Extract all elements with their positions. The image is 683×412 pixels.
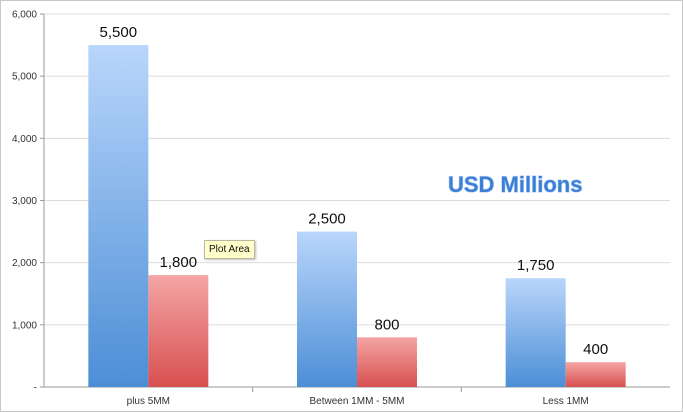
y-tick-label: 2,000 [12,258,37,269]
usd-millions-annotation: USD Millions [448,172,582,197]
data-label: 1,750 [517,257,555,274]
x-category-label: Between 1MM - 5MM [309,396,404,407]
y-tick-label: 4,000 [12,134,37,145]
bar-series-1 [88,45,149,387]
bar-series-1 [505,278,566,387]
y-tick-label: 6,000 [12,10,37,21]
data-label: 800 [374,316,399,333]
x-category-label: plus 5MM [127,396,170,407]
data-label: 2,500 [308,211,346,228]
y-tick-label: 5,000 [12,72,37,83]
x-category-label: Less 1MM [543,396,589,407]
data-label: 1,800 [160,254,198,271]
y-tick-label: 3,000 [12,196,37,207]
bar-series-2 [357,337,417,387]
bar-series-1 [297,231,357,387]
y-tick-label: - [34,383,37,394]
data-label: 5,500 [100,24,138,41]
data-label: 400 [583,341,608,358]
plot-area-tooltip: Plot Area [204,240,255,259]
y-tick-label: 1,000 [12,320,37,331]
bar-series-2 [565,362,626,387]
bar-series-2 [148,275,209,387]
